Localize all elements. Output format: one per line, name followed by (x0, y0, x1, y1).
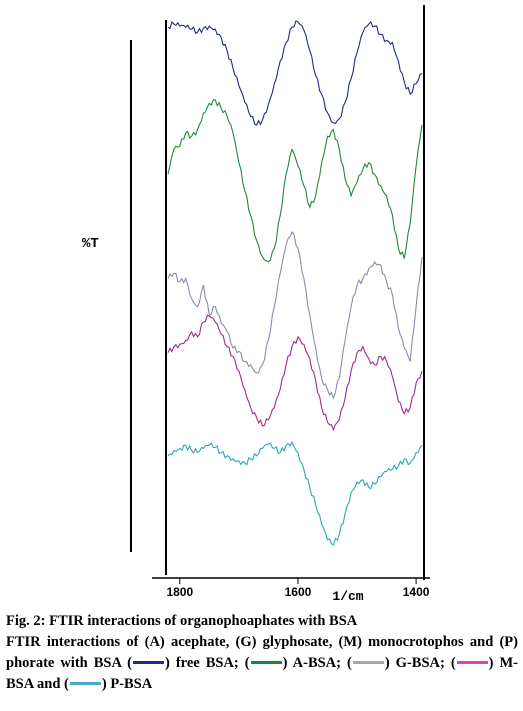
caption-open-paren: ( (244, 655, 250, 671)
series-line-free-bsa (167, 19, 423, 126)
caption-item-m: ) M-BSA and ( (6, 655, 519, 692)
legend-swatch-m-bsa (456, 661, 488, 665)
caption-text-1: FTIR interactions of (A) acephate, (G) g… (6, 634, 518, 671)
y-axis-label: %T (82, 236, 99, 252)
x-tick-label: 1800 (166, 585, 193, 599)
caption-item-p: ) P-BSA (101, 676, 153, 692)
legend-swatch-p-bsa (69, 682, 101, 686)
legend-swatch-a-bsa (250, 661, 282, 665)
caption-text-2: ) free BSA; (164, 655, 239, 671)
figure-caption: Fig. 2: FTIR interactions of organophoap… (6, 611, 518, 695)
x-tick-label: 1600 (285, 585, 312, 599)
series-line-m-bsa (167, 314, 423, 432)
x-tick-label: 1400 (403, 585, 430, 599)
legend-swatch-g-bsa (352, 661, 384, 665)
caption-item-g: ) G-BSA; ( (384, 655, 456, 671)
series-line-a-bsa (167, 99, 423, 263)
caption-body: FTIR interactions of (A) acephate, (G) g… (6, 632, 518, 695)
x-axis-label: 1/cm (332, 589, 363, 600)
legend-swatch-free-bsa (132, 661, 164, 665)
series-line-g-bsa (167, 230, 423, 400)
caption-title: Fig. 2: FTIR interactions of organophoap… (6, 613, 358, 629)
ftir-chart: 1800 1600 1400 1/cm (130, 5, 430, 600)
series-line-p-bsa (167, 440, 423, 546)
caption-item-a: ) A-BSA; ( (282, 655, 352, 671)
